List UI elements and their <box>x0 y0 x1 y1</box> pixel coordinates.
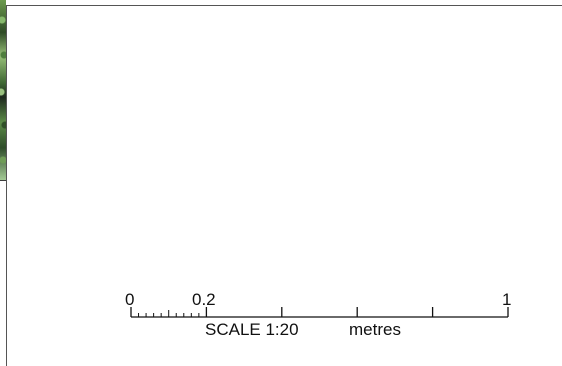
scale-one-label: 1 <box>502 290 512 309</box>
left-border-line <box>6 5 7 366</box>
scale-bar-lines <box>130 307 509 318</box>
scale-point-two-label: 0.2 <box>192 290 216 309</box>
scale-zero-label: 0 <box>125 290 135 309</box>
scale-units-label: metres <box>349 320 401 339</box>
top-border-line <box>6 5 562 6</box>
cropped-photo-strip <box>0 0 6 180</box>
cropped-photo-edge <box>0 180 6 181</box>
scale-title: SCALE 1:20 <box>205 320 299 339</box>
